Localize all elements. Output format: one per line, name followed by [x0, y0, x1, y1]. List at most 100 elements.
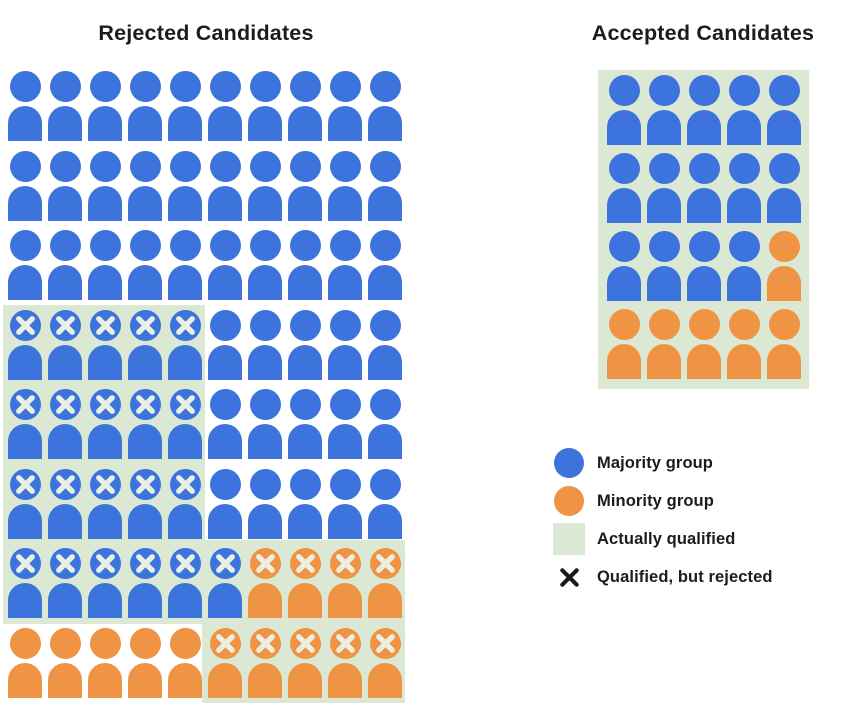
person-icon-majority [168, 389, 202, 459]
person-icon-minority [48, 627, 82, 698]
person-icon-minority [368, 627, 402, 698]
person-torso [328, 424, 362, 459]
person-head [89, 309, 121, 341]
person-head [209, 309, 241, 341]
person-torso [727, 266, 761, 301]
person-torso [248, 583, 282, 618]
person-head [369, 468, 401, 500]
person-icon-majority [88, 309, 122, 380]
person-torso [607, 344, 641, 379]
person-torso [168, 503, 202, 539]
person-icon-minority [288, 627, 322, 698]
person-torso [328, 106, 362, 141]
person-torso [48, 265, 82, 300]
person-torso [48, 583, 82, 618]
x-mark-icon [95, 474, 115, 494]
person-icon-majority [168, 150, 202, 221]
person-icon-minority [607, 309, 641, 379]
person-torso [328, 583, 362, 618]
person-icon-majority [128, 150, 162, 221]
person-head [49, 548, 81, 579]
person-torso [128, 583, 162, 618]
person-torso [48, 344, 82, 380]
person-icon-majority [288, 230, 322, 300]
person-head [289, 230, 321, 261]
person-head [329, 468, 361, 500]
person-icon-majority [328, 230, 362, 300]
person-icon-majority [208, 71, 242, 141]
person-torso [48, 185, 82, 221]
person-head [249, 150, 281, 182]
person-icon-minority [368, 548, 402, 618]
person-icon-majority [88, 468, 122, 539]
person-torso [288, 265, 322, 300]
person-icon-minority [88, 627, 122, 698]
person-head [49, 150, 81, 182]
person-icon-majority [48, 389, 82, 459]
person-torso [607, 266, 641, 301]
person-torso [368, 583, 402, 618]
person-icon-majority [368, 389, 402, 459]
person-torso [727, 110, 761, 145]
x-mark-icon [135, 474, 155, 494]
person-head [9, 548, 41, 579]
person-icon-majority [168, 548, 202, 618]
person-torso [208, 662, 242, 698]
person-icon-majority [328, 309, 362, 380]
person-torso [248, 106, 282, 141]
person-head [169, 309, 201, 341]
person-head [688, 153, 720, 184]
person-torso [88, 106, 122, 141]
person-torso [128, 185, 162, 221]
legend-item-qualified: Actually qualified [552, 520, 773, 558]
person-icon-majority [687, 231, 721, 301]
person-icon-minority [767, 309, 801, 379]
x-mark-icon [335, 633, 355, 653]
person-torso [288, 344, 322, 380]
person-torso [607, 188, 641, 223]
person-head [688, 309, 720, 340]
person-torso [8, 185, 42, 221]
person-head [608, 75, 640, 106]
person-icon-majority [248, 389, 282, 459]
person-icon-minority [328, 627, 362, 698]
person-head [89, 389, 121, 420]
person-icon-majority [128, 309, 162, 380]
person-head [608, 153, 640, 184]
x-mark-icon [335, 554, 355, 573]
person-icon-majority [8, 309, 42, 380]
person-icon-majority [168, 230, 202, 300]
person-head [329, 309, 361, 341]
person-head [89, 627, 121, 659]
person-head [49, 309, 81, 341]
person-icon-majority [208, 548, 242, 618]
person-head [369, 389, 401, 420]
person-head [648, 231, 680, 262]
person-icon-majority [687, 153, 721, 223]
person-torso [208, 344, 242, 380]
person-head [648, 75, 680, 106]
x-mark-icon [55, 554, 75, 573]
person-torso [248, 424, 282, 459]
person-head [209, 548, 241, 579]
person-head [49, 230, 81, 261]
person-icon-majority [687, 75, 721, 145]
x-mark-icon [15, 315, 35, 335]
person-head [249, 71, 281, 102]
x-mark-icon [135, 395, 155, 414]
person-head [129, 71, 161, 102]
person-icon-minority [248, 627, 282, 698]
person-icon-minority [647, 309, 681, 379]
person-torso [208, 424, 242, 459]
person-icon-majority [128, 468, 162, 539]
person-head [129, 468, 161, 500]
person-head [329, 71, 361, 102]
qualified-square-icon [553, 523, 585, 555]
person-torso [128, 503, 162, 539]
person-head [249, 548, 281, 579]
person-torso [368, 265, 402, 300]
legend-label-minority: Minority group [597, 491, 714, 510]
person-head [89, 230, 121, 261]
person-torso [328, 265, 362, 300]
person-icon-majority [368, 309, 402, 380]
